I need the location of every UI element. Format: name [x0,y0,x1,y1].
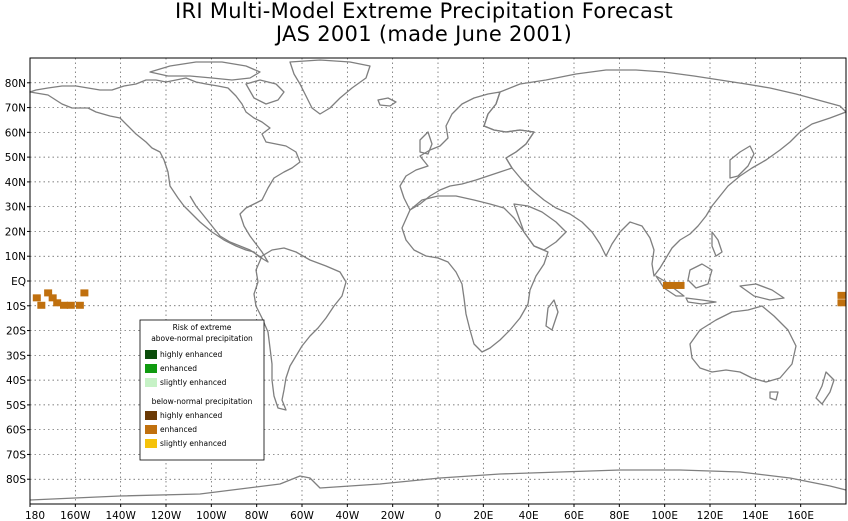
lat-tick-label: 40N [5,177,26,189]
title-line-1: IRI Multi-Model Extreme Precipitation Fo… [175,0,673,23]
australia-outline [689,305,797,383]
legend-below-label: slightly enhanced [160,439,227,448]
lon-tick-label: 80W [245,510,269,521]
lat-tick-label: 60N [5,127,26,139]
british-isles-outline [419,131,433,155]
lat-tick-label: 30S [6,350,26,362]
new-zealand-outline [815,371,835,405]
africa-outline [401,195,549,353]
lon-tick-label: 80E [609,510,629,521]
lon-tick-label: 160W [60,510,91,521]
lat-tick-label: 20S [6,326,26,338]
forecast-cell [66,301,75,309]
legend-above-label: enhanced [160,364,197,373]
forecast-cell [53,299,62,307]
central-america-outline [189,195,263,259]
lon-tick-label: 20W [381,510,405,521]
forecast-cell [75,301,84,309]
tasmania-outline [769,391,779,401]
latitude-labels: 80N 70N 60N 50N 40N 30N 20N 10N EQ 10S 20S 30S 40S 50… [5,78,30,486]
forecast-cell [37,301,46,309]
legend-above-label: highly enhanced [160,350,222,359]
lon-tick-label: 40E [519,510,539,521]
antarctica-outline [29,469,847,501]
philippines-outline [711,231,723,257]
legend-above-swatch [145,350,157,359]
forecast-cell [837,299,846,307]
forecast-cell [662,281,671,289]
legend-box [139,319,265,461]
legend-below-swatch [145,411,157,420]
lat-tick-label: 40S [6,375,26,387]
forecast-cell [60,301,68,309]
lon-tick-label: 120W [151,510,182,521]
lat-tick-label: 70S [6,449,26,461]
iceland-outline [377,97,397,107]
forecast-cell [48,294,57,302]
lon-tick-label: 180 [25,510,45,521]
lat-tick-label: 50N [5,152,26,164]
longitude-labels: 180 160W 140W 120W 100W 80W 60W 40W 20W 0 20E 40E 60… [25,504,814,521]
lon-tick-label: 140W [105,510,136,521]
baffin-island-outline [245,79,285,105]
legend-above-title-1: Risk of extreme [173,323,232,332]
forecast-cell [669,281,678,289]
lat-tick-label: 80S [6,474,26,486]
forecast-cell [32,294,41,302]
new-guinea-outline [739,283,785,301]
legend-below-swatch [145,439,157,448]
lon-tick-label: 60W [290,510,314,521]
map-title: IRI Multi-Model Extreme Precipitation Fo… [0,0,848,46]
lon-tick-label: 0 [435,510,442,521]
lat-tick-label: 60S [6,425,26,437]
lon-tick-label: 120E [697,510,724,521]
lat-tick-label: 30N [5,202,26,214]
legend-below-swatch [145,425,157,434]
forecast-cell [837,291,846,299]
lon-tick-label: 160E [787,510,814,521]
lat-tick-label: 50S [6,400,26,412]
japan-outline [729,145,755,179]
forecast-cell [676,281,685,289]
legend-below-label: enhanced [160,425,197,434]
forecast-cells [32,281,846,309]
forecast-cell [80,289,89,297]
north-america-outline [29,77,301,263]
legend-below-label: highly enhanced [160,411,222,420]
lon-tick-label: 40W [335,510,359,521]
lat-tick-label: 10S [6,301,26,313]
legend: Risk of extreme above-normal precipitati… [139,319,265,461]
arabia-outline [513,203,567,251]
lat-tick-label: EQ [11,276,26,288]
legend-above-title-2: above-normal precipitation [151,334,253,343]
lon-tick-label: 100W [196,510,227,521]
arctic-islands-outline [149,61,261,81]
madagascar-outline [545,299,559,331]
lon-tick-label: 20E [473,510,493,521]
legend-above-swatch [145,378,157,387]
title-line-2: JAS 2001 (made June 2001) [275,22,573,46]
lat-tick-label: 70N [5,103,26,115]
java-outline [685,297,717,305]
forecast-cell [44,289,53,297]
legend-below-title: below-normal precipitation [152,397,253,406]
legend-above-swatch [145,364,157,373]
lat-tick-label: 80N [5,78,26,90]
lon-tick-label: 100E [651,510,678,521]
legend-above-label: slightly enhanced [160,378,227,387]
lon-tick-label: 60E [564,510,584,521]
lat-tick-label: 20N [5,226,26,238]
lon-tick-label: 140E [742,510,769,521]
lat-tick-label: 10N [5,251,26,263]
asia-outline [483,69,847,277]
borneo-outline [687,263,713,289]
greenland-outline [289,59,371,115]
